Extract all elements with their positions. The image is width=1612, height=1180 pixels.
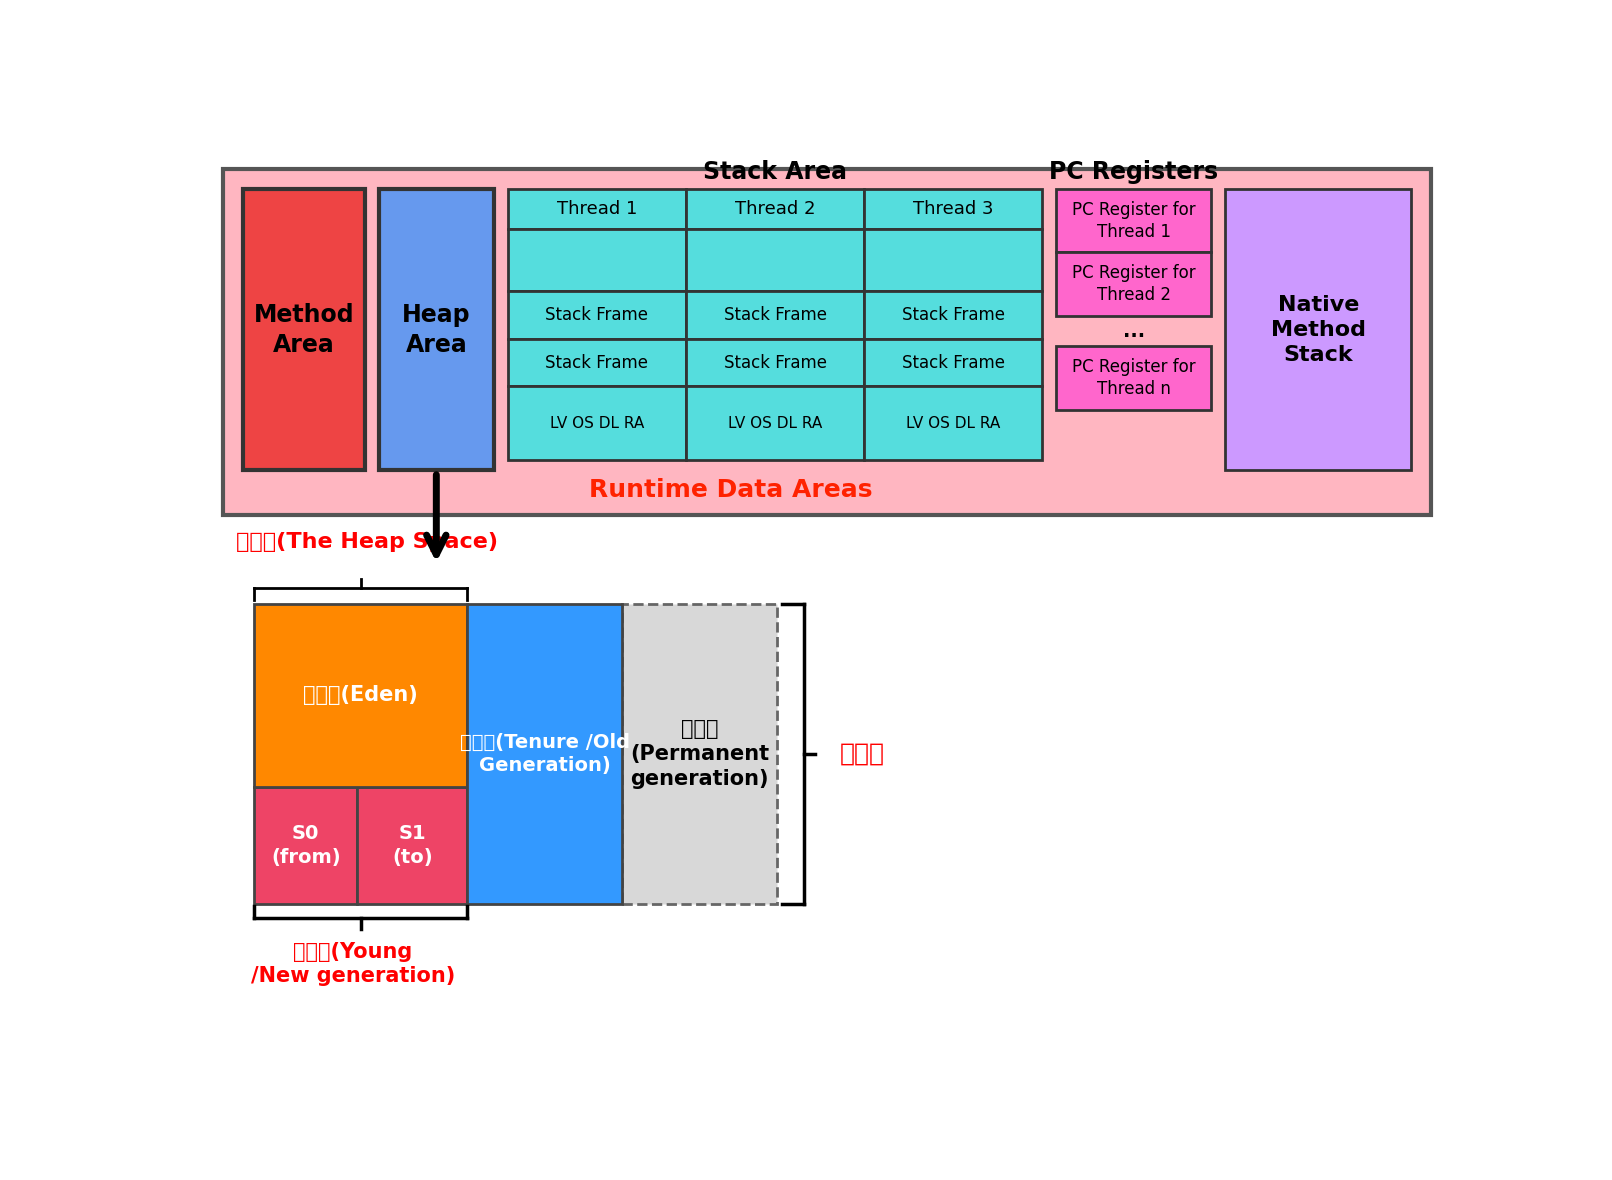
Bar [222, 169, 1431, 514]
Text: S1
(to): S1 (to) [392, 824, 432, 866]
Text: PC Register for
Thread 2: PC Register for Thread 2 [1072, 264, 1196, 304]
Text: LV OS DL RA: LV OS DL RA [729, 415, 822, 431]
Bar [685, 291, 864, 339]
Text: Stack Frame: Stack Frame [724, 306, 827, 323]
Bar [1056, 253, 1211, 315]
Bar [255, 787, 358, 904]
Bar [685, 387, 864, 459]
Bar [864, 291, 1043, 339]
Text: Native
Method
Stack: Native Method Stack [1270, 295, 1365, 365]
Text: 方法区: 方法区 [840, 742, 885, 766]
Bar [1225, 189, 1410, 471]
Bar [358, 787, 467, 904]
Bar [1056, 189, 1211, 253]
Text: Thread 3: Thread 3 [912, 201, 993, 218]
Text: Thread 1: Thread 1 [556, 201, 637, 218]
Text: 年轻代(Young
/New generation): 年轻代(Young /New generation) [251, 942, 455, 986]
Bar [685, 339, 864, 387]
Text: Runtime Data Areas: Runtime Data Areas [588, 478, 872, 503]
Text: 堆空间(The Heap Space): 堆空间(The Heap Space) [235, 532, 498, 552]
Text: S0
(from): S0 (from) [271, 824, 340, 866]
Text: Thread 2: Thread 2 [735, 201, 816, 218]
Bar [622, 604, 777, 904]
Bar [508, 387, 685, 459]
Bar [379, 189, 493, 471]
Bar [508, 189, 685, 229]
Bar [508, 229, 685, 291]
Text: 老年代(Tenure /Old
Generation): 老年代(Tenure /Old Generation) [459, 733, 630, 775]
Text: PC Register for
Thread n: PC Register for Thread n [1072, 358, 1196, 398]
Bar [1056, 347, 1211, 409]
Bar [508, 339, 685, 387]
Bar [242, 189, 364, 471]
Bar [255, 604, 467, 787]
Bar [685, 189, 864, 229]
Text: Stack Frame: Stack Frame [724, 354, 827, 372]
Text: Stack Frame: Stack Frame [545, 306, 648, 323]
Text: PC Registers: PC Registers [1049, 160, 1219, 184]
Text: 永久代
(Permanent
generation): 永久代 (Permanent generation) [630, 719, 769, 788]
Text: Heap
Area: Heap Area [401, 303, 471, 356]
Bar [508, 291, 685, 339]
Text: ...: ... [1124, 321, 1145, 341]
Text: LV OS DL RA: LV OS DL RA [906, 415, 1001, 431]
Bar [864, 189, 1043, 229]
Bar [864, 339, 1043, 387]
Text: PC Register for
Thread 1: PC Register for Thread 1 [1072, 201, 1196, 241]
Bar [685, 229, 864, 291]
Text: Stack Area: Stack Area [703, 160, 846, 184]
Bar [467, 604, 622, 904]
Bar [864, 387, 1043, 459]
Text: 伊甸园(Eden): 伊甸园(Eden) [303, 686, 418, 706]
Text: Stack Frame: Stack Frame [901, 354, 1004, 372]
Text: Stack Frame: Stack Frame [545, 354, 648, 372]
Text: Method
Area: Method Area [253, 303, 355, 356]
Text: LV OS DL RA: LV OS DL RA [550, 415, 643, 431]
Text: Stack Frame: Stack Frame [901, 306, 1004, 323]
Bar [864, 229, 1043, 291]
